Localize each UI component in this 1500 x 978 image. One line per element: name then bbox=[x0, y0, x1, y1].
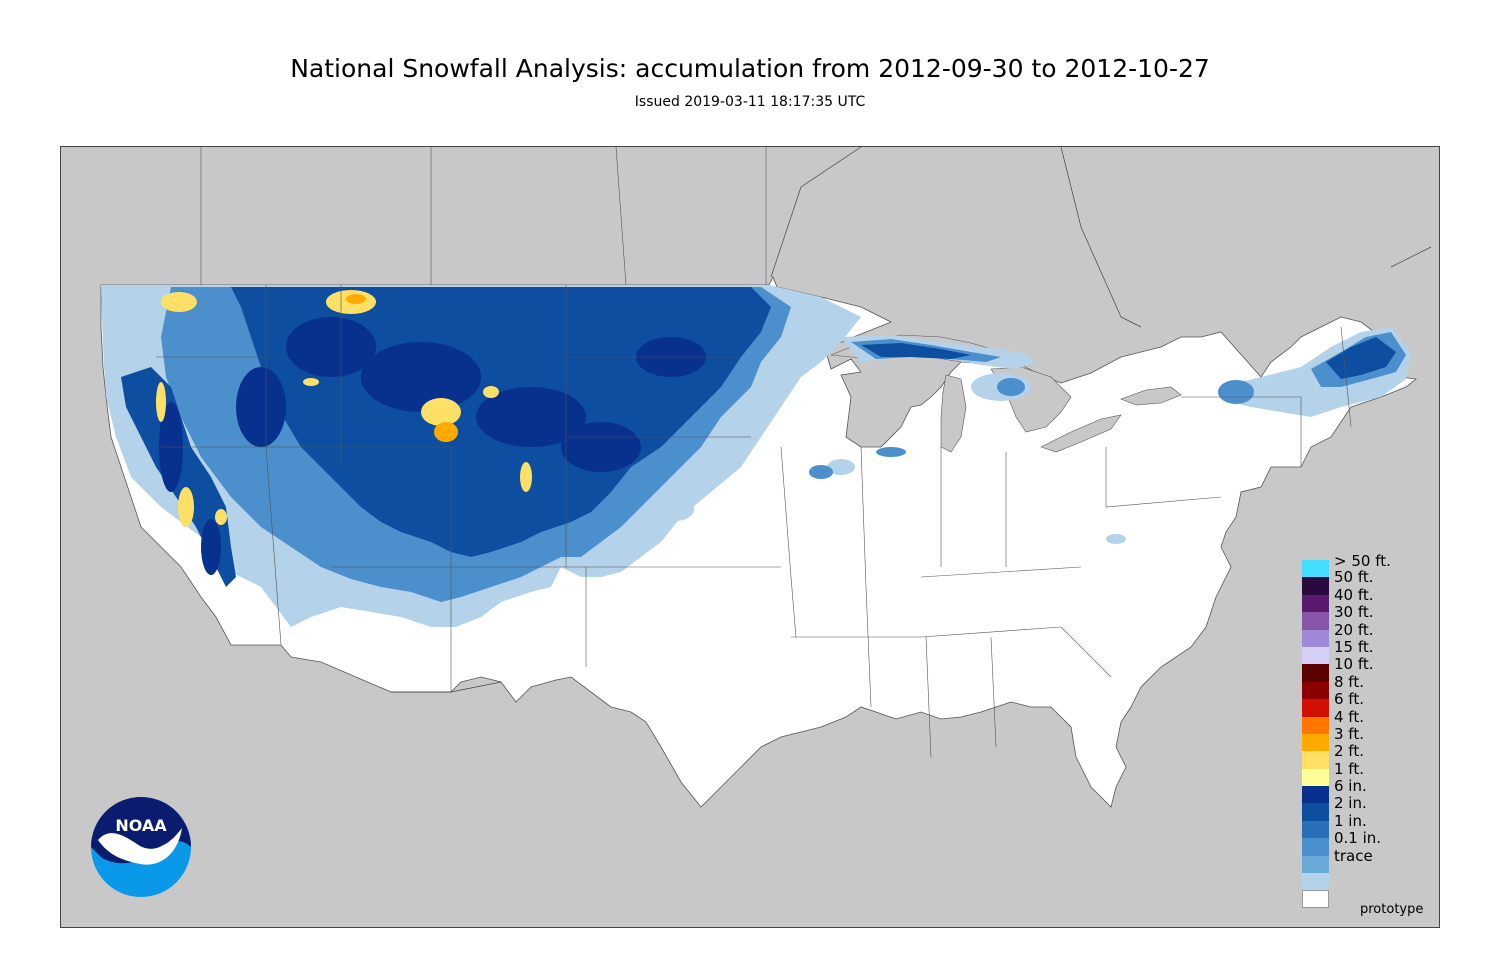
legend-label: 3 ft. bbox=[1334, 724, 1364, 743]
legend-label: 2 ft. bbox=[1334, 742, 1364, 761]
state-borders bbox=[156, 147, 1352, 758]
legend-label: 1 ft. bbox=[1334, 759, 1364, 778]
legend-item: 6 ft. bbox=[1302, 691, 1422, 717]
snow-cover-deep bbox=[159, 317, 706, 575]
noaa-logo-text: NOAA bbox=[115, 816, 167, 835]
legend-item: 4 ft. bbox=[1302, 708, 1422, 734]
legend-item: 8 ft. bbox=[1302, 673, 1422, 700]
legend-label: 0.1 in. bbox=[1334, 829, 1382, 848]
legend-swatch bbox=[1302, 803, 1329, 821]
lake-ontario bbox=[1120, 386, 1182, 406]
legend-label: 6 in. bbox=[1334, 777, 1367, 796]
legend-item: 30 ft. bbox=[1302, 604, 1422, 630]
legend-swatch bbox=[1302, 786, 1329, 804]
legend-label: 8 ft. bbox=[1334, 672, 1364, 691]
legend-swatch bbox=[1302, 768, 1329, 787]
legend-item: 15 ft. bbox=[1302, 638, 1422, 665]
legend-item: 20 ft. bbox=[1302, 621, 1422, 647]
country-borders bbox=[391, 147, 1432, 693]
prototype-note: prototype bbox=[1360, 902, 1424, 917]
legend-item: 50 ft. bbox=[1302, 569, 1422, 595]
legend-item: trace bbox=[1302, 847, 1422, 874]
legend-label: 1 in. bbox=[1334, 811, 1367, 830]
legend-swatch bbox=[1302, 716, 1329, 734]
lake-erie bbox=[1040, 414, 1122, 453]
legend-swatch bbox=[1302, 594, 1329, 613]
snowfall-legend: > 50 ft. 50 ft. 40 ft. 30 ft. 20 ft. 15 ft. 10… bbox=[1302, 553, 1422, 908]
legend-item: 1 ft. bbox=[1302, 760, 1422, 787]
legend-label: 2 in. bbox=[1334, 794, 1367, 813]
legend-swatch bbox=[1302, 733, 1329, 752]
legend-swatch bbox=[1302, 560, 1329, 578]
legend-label: 4 ft. bbox=[1334, 707, 1364, 726]
legend-item: 0.1 in. bbox=[1302, 830, 1422, 856]
legend-item: 6 in. bbox=[1302, 778, 1422, 804]
lake-michigan bbox=[940, 374, 967, 453]
legend-item: 40 ft. bbox=[1302, 586, 1422, 613]
legend-label: 40 ft. bbox=[1334, 585, 1374, 604]
legend-swatch bbox=[1302, 751, 1329, 769]
legend-swatch bbox=[1302, 681, 1329, 700]
legend-item: 1 in. bbox=[1302, 812, 1422, 839]
legend-item: 10 ft. bbox=[1302, 656, 1422, 682]
legend-swatch bbox=[1302, 612, 1329, 630]
issued-timestamp: Issued 2019-03-11 18:17:35 UTC bbox=[634, 94, 866, 110]
legend-label: 10 ft. bbox=[1334, 655, 1374, 674]
legend-item: 2 ft. bbox=[1302, 743, 1422, 769]
map-canvas bbox=[61, 147, 1439, 927]
legend-swatch bbox=[1302, 664, 1329, 682]
legend-item bbox=[1302, 890, 1422, 908]
legend-item: 3 ft. bbox=[1302, 725, 1422, 752]
legend-item bbox=[1302, 873, 1422, 891]
legend-label: 50 ft. bbox=[1334, 568, 1374, 587]
legend-label: > 50 ft. bbox=[1334, 552, 1391, 570]
legend-label: trace bbox=[1334, 846, 1373, 865]
legend-label: 30 ft. bbox=[1334, 603, 1374, 622]
map-title: National Snowfall Analysis: accumulation… bbox=[290, 54, 1210, 83]
legend-label: 15 ft. bbox=[1334, 637, 1374, 656]
legend-swatch bbox=[1302, 820, 1329, 839]
legend-swatch bbox=[1302, 855, 1329, 874]
legend-swatch bbox=[1302, 890, 1329, 908]
legend-swatch bbox=[1302, 873, 1329, 891]
legend-swatch bbox=[1302, 577, 1329, 595]
legend-item: 2 in. bbox=[1302, 795, 1422, 821]
legend-label: 6 ft. bbox=[1334, 690, 1364, 709]
snow-cover-high bbox=[156, 290, 532, 527]
legend-item: > 50 ft. bbox=[1302, 553, 1422, 578]
legend-swatch bbox=[1302, 699, 1329, 717]
snowfall-map bbox=[60, 146, 1440, 928]
legend-swatch bbox=[1302, 646, 1329, 665]
legend-swatch bbox=[1302, 838, 1329, 856]
noaa-logo-icon: NOAA bbox=[91, 797, 191, 897]
legend-label: 20 ft. bbox=[1334, 620, 1374, 639]
legend-swatch bbox=[1302, 629, 1329, 647]
